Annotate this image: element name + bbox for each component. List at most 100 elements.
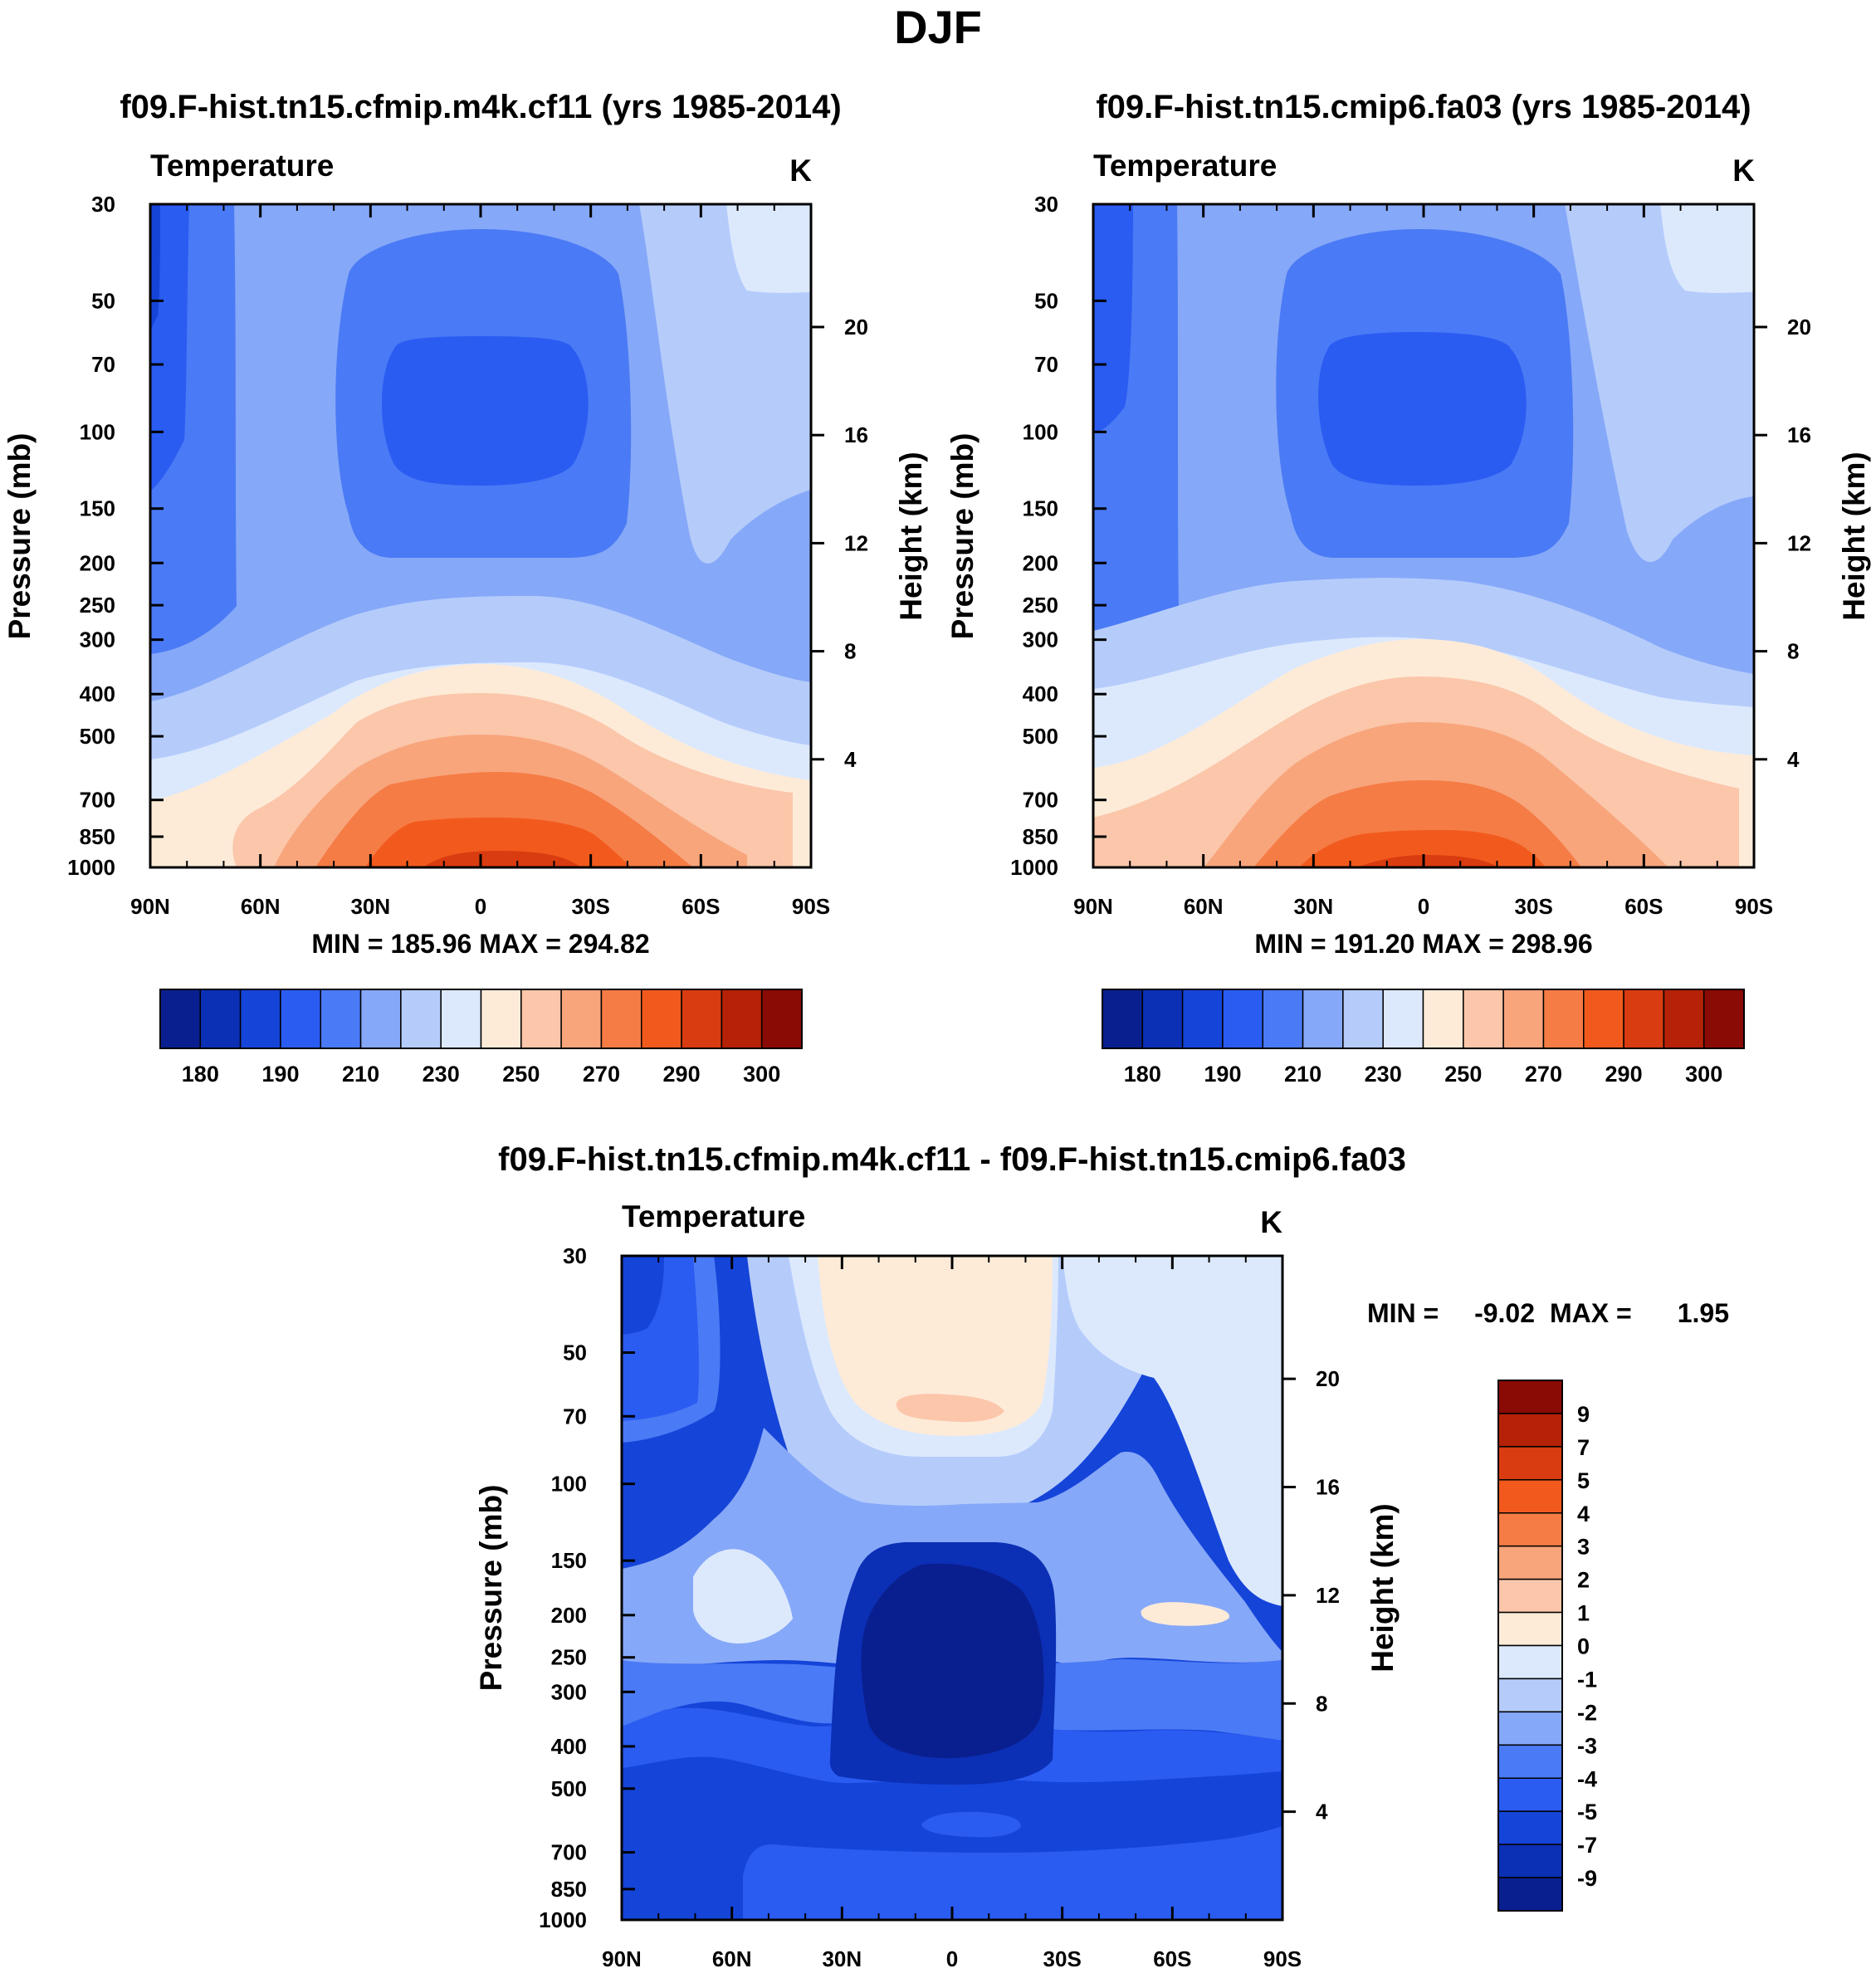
colorbar-label: -2 [1577,1700,1597,1725]
y-tick-label: 250 [1023,593,1058,618]
colorbar-frame [1102,989,1745,1049]
y-tick-label: 50 [563,1341,587,1365]
colorbar-label: 2 [1577,1568,1590,1593]
y2-axis-label: Height (km) [1365,1503,1400,1673]
x-tick-label: 90S [1735,894,1773,919]
colorbar-label: 1 [1577,1601,1590,1626]
contour-band [1357,855,1498,867]
y2-tick-label: 8 [1787,639,1799,664]
y-tick-label: 700 [80,788,115,813]
stats-max-label: MAX = [1550,1298,1632,1328]
colorbar-swatch [1463,989,1504,1049]
contour-band [1660,204,1754,293]
colorbar-swatch [1422,989,1464,1049]
contour-band [1299,830,1546,867]
x-tick-label: 60S [682,894,720,919]
y2-tick-label: 16 [1787,422,1811,447]
panel-left-units: K [789,154,812,188]
x-tick-label: 0 [1418,894,1429,919]
colorbar-swatch [1663,989,1705,1049]
colorbar-swatch [1262,989,1304,1049]
stats-max-value: 1.95 [1678,1298,1729,1328]
y-tick-label: 500 [1023,724,1058,749]
x-tick-label: 30S [572,894,610,919]
y-tick-label: 850 [1023,824,1058,849]
colorbar-swatch [1342,989,1384,1049]
contour-band [382,336,589,486]
colorbar-label: 250 [502,1062,540,1087]
colorbar-label: -4 [1577,1766,1597,1791]
contour-band [423,851,581,867]
colorbar-swatch [1497,1744,1563,1779]
panel-left-title: f09.F-hist.tn15.cfmip.m4k.cf11 (yrs 1985… [120,89,841,125]
y-tick-label: 100 [1023,419,1058,444]
panel-right-variable: Temperature [1093,149,1277,183]
colorbar-label: 270 [583,1062,620,1087]
contour-band [743,1826,1282,1920]
colorbar-swatch [159,989,202,1049]
y2-tick-label: 20 [1316,1366,1340,1391]
colorbar-label: 5 [1577,1468,1590,1493]
colorbar-swatch [1302,989,1344,1049]
x-tick-label: 90N [130,894,170,919]
colorbar-swatch [1583,989,1624,1049]
y-tick-label: 70 [91,352,115,377]
x-tick-label: 30N [350,894,390,919]
colorbar-label: 300 [743,1062,780,1087]
contour-band [622,1256,664,1335]
x-tick-label: 30S [1043,1946,1082,1971]
colorbar-label: 230 [1365,1062,1402,1087]
colorbar-label: -5 [1577,1800,1597,1824]
x-tick-label: 60N [241,894,281,919]
colorbar-swatch [1497,1380,1563,1414]
panel-diff-contour-field [622,1256,1282,1920]
x-tick-label: 90S [1263,1946,1302,1971]
colorbar-label: -9 [1577,1866,1597,1891]
y-tick-label: 100 [80,419,115,444]
colorbar-swatch [1497,1413,1563,1448]
contour-band [818,1256,1053,1436]
contour-band [921,1811,1021,1838]
y-tick-label: 1000 [1010,855,1058,880]
y-tick-label: 70 [563,1404,587,1429]
y-tick-label: 500 [551,1776,587,1801]
y-tick-label: 400 [551,1734,587,1759]
contour-band [1565,204,1754,563]
colorbar-label: 290 [1605,1062,1643,1087]
contour-band [693,1549,793,1643]
colorbar-frame [159,989,803,1049]
colorbar-swatch [1141,989,1184,1049]
colorbar-swatch [1502,989,1545,1049]
y2-tick-label: 8 [1316,1691,1327,1716]
y-tick-label: 30 [91,192,115,217]
x-tick-label: 90N [602,1946,642,1971]
panel-left-variable: Temperature [150,149,334,183]
colorbar-swatch [1623,989,1665,1049]
colorbar-label: 190 [1204,1062,1241,1087]
y-axis-label: Pressure (mb) [945,433,980,640]
y2-tick-label: 16 [1316,1475,1340,1500]
colorbar-swatch [1497,1611,1563,1647]
x-tick-label: 0 [946,1946,958,1971]
panel-diff-variable: Temperature [622,1199,805,1233]
panel-right-contour-field [1093,204,1754,867]
y-tick-label: 700 [1023,788,1058,813]
y-tick-label: 300 [80,628,115,652]
colorbar-label: 290 [663,1062,701,1087]
panel-diff-units: K [1260,1205,1282,1239]
stats-min-value: -9.02 [1474,1298,1535,1328]
colorbar-swatch [1497,1479,1563,1514]
colorbar-label: 4 [1577,1502,1590,1526]
y-tick-label: 850 [80,824,115,849]
panel-diff: f09.F-hist.tn15.cfmip.m4k.cf11 - f09.F-h… [474,1141,1729,1971]
colorbar-swatch [721,989,763,1049]
colorbar-label: 9 [1577,1402,1590,1427]
x-tick-label: 60S [1624,894,1663,919]
colorbar-label: 190 [261,1062,299,1087]
y-tick-label: 30 [1034,192,1058,217]
y2-tick-label: 20 [844,315,868,339]
colorbar-swatch [239,989,281,1049]
y-tick-label: 150 [1023,496,1058,521]
colorbar-swatch [280,989,321,1049]
